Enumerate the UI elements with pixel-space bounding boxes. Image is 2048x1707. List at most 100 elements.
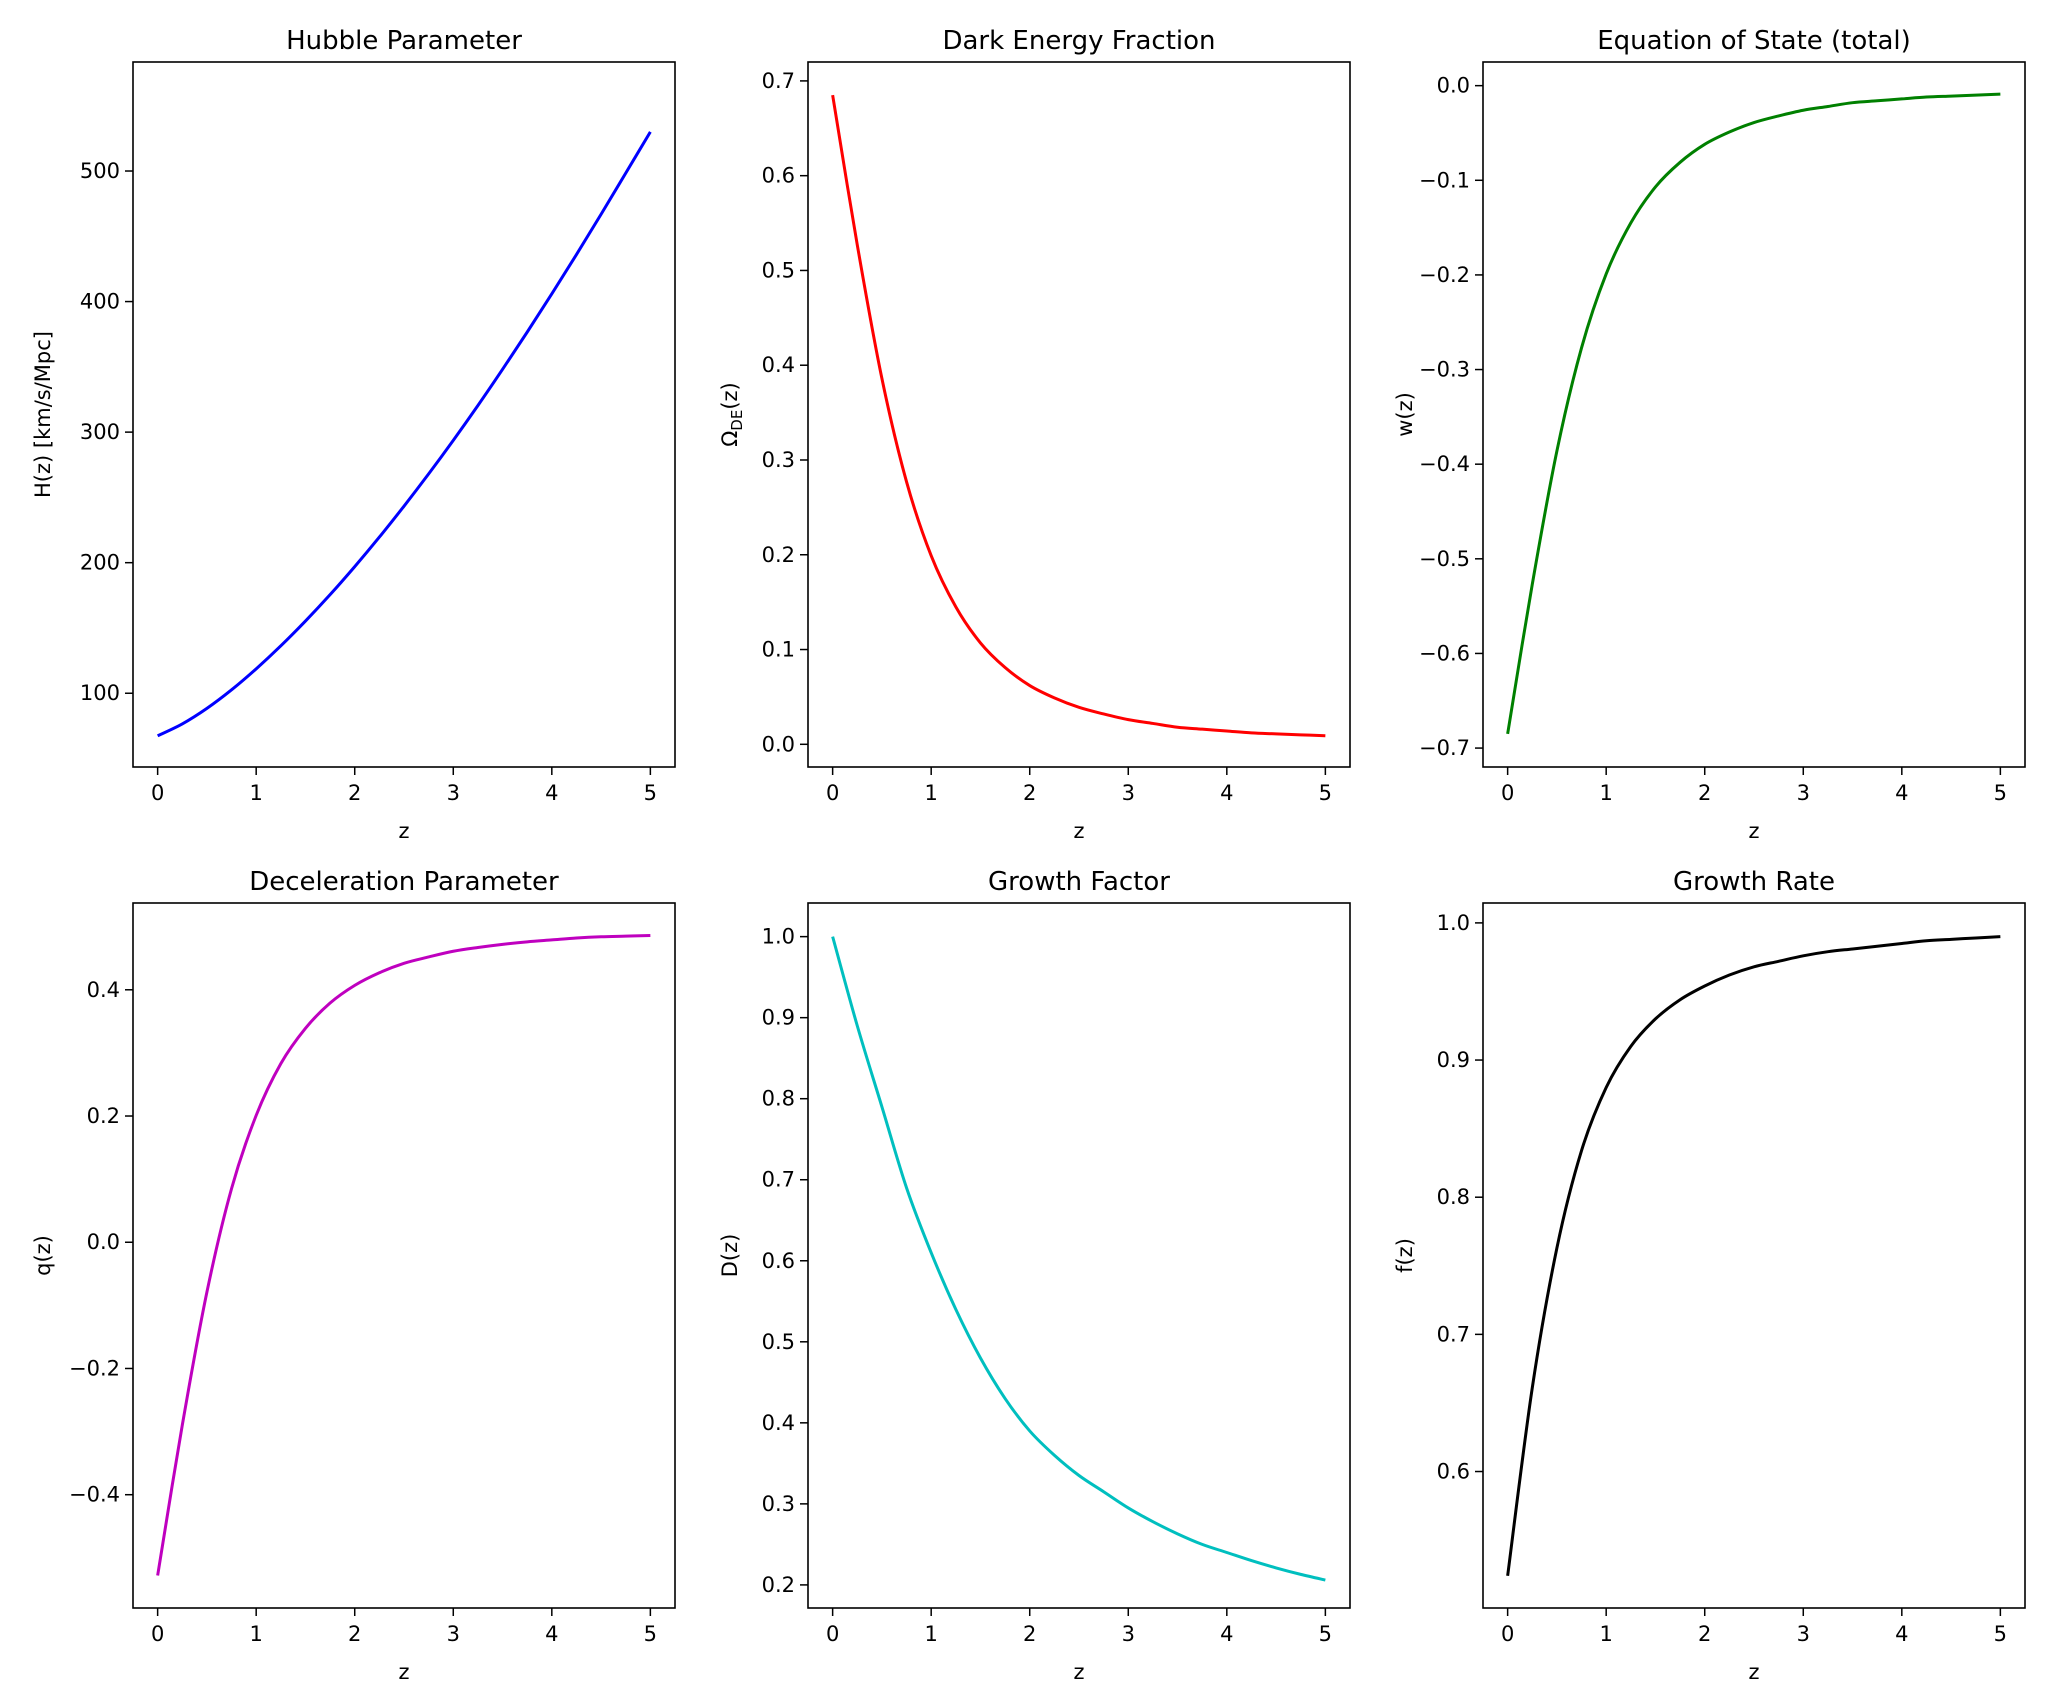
x-tick-label: 4 bbox=[1220, 1622, 1233, 1646]
x-tick-label: 4 bbox=[545, 781, 558, 805]
chart-title: Growth Factor bbox=[988, 867, 1170, 897]
chart-title: Dark Energy Fraction bbox=[942, 26, 1215, 56]
y-tick-label: 0.5 bbox=[762, 258, 795, 282]
subplot-2: 0 1 2 3 4 5 0.0 0.1 0.2 0.3 0.4 0.5 0.6 0.7 Dark Energ… bbox=[718, 26, 1351, 843]
series-line-1 bbox=[1506, 92, 2001, 735]
x-tick-label: 4 bbox=[1895, 781, 1908, 805]
series-line-1 bbox=[831, 94, 1326, 738]
series-line-1 bbox=[156, 131, 652, 738]
chart-title: Equation of State (total) bbox=[1597, 26, 1911, 56]
y-tick-label: 0.3 bbox=[762, 448, 795, 472]
y-tick-label: 0.1 bbox=[762, 638, 795, 662]
y-tick-label: 0.4 bbox=[762, 353, 795, 377]
y-tick-label: 0.9 bbox=[1437, 1048, 1470, 1072]
y-tick-label: 0.6 bbox=[762, 164, 795, 188]
y-tick-label: 0.5 bbox=[762, 1330, 795, 1354]
y-axis-label: f(z) bbox=[1393, 1238, 1417, 1273]
axes-frame bbox=[132, 61, 676, 768]
x-tick-label: 2 bbox=[1023, 1622, 1036, 1646]
subplot-1: 0 1 2 3 4 5 100 200 300 400 500 Hubble Parameter z H(… bbox=[31, 26, 676, 843]
y-tick-label: −0.3 bbox=[1419, 358, 1470, 382]
x-tick-label: 0 bbox=[826, 1622, 839, 1646]
x-tick-label: 1 bbox=[1599, 1622, 1612, 1646]
x-axis-label: z bbox=[398, 819, 409, 843]
y-tick-label: 0.7 bbox=[1437, 1322, 1470, 1346]
series-line-1 bbox=[1506, 935, 2001, 1576]
x-tick-label: 3 bbox=[1797, 1622, 1810, 1646]
x-tick-label: 0 bbox=[1501, 781, 1514, 805]
series-line-1 bbox=[831, 936, 1326, 1582]
y-tick-label: 1.0 bbox=[1437, 911, 1470, 935]
x-tick-label: 3 bbox=[447, 1622, 460, 1646]
y-axis-label: w(z) bbox=[1393, 392, 1417, 437]
y-tick-label: 0.2 bbox=[87, 1104, 120, 1128]
y-tick-label: 0.3 bbox=[762, 1492, 795, 1516]
y-tick-label: 0.4 bbox=[87, 978, 120, 1002]
x-tick-label: 1 bbox=[924, 781, 937, 805]
y-tick-label: 0.4 bbox=[762, 1411, 795, 1435]
subplot-5: 0 1 2 3 4 5 0.2 0.3 0.4 0.5 0.6 0.7 0.8 0.9 1.0 Growth … bbox=[718, 867, 1351, 1684]
x-tick-label: 1 bbox=[249, 781, 262, 805]
x-tick-label: 0 bbox=[151, 1622, 164, 1646]
x-tick-label: 5 bbox=[644, 1622, 657, 1646]
y-tick-label: 0.0 bbox=[1437, 74, 1470, 98]
axes-frame bbox=[807, 902, 1351, 1609]
x-tick-label: 1 bbox=[249, 1622, 262, 1646]
y-tick-label: −0.5 bbox=[1419, 547, 1470, 571]
y-axis-label: ΩDE(z) bbox=[718, 382, 746, 447]
x-tick-label: 3 bbox=[1797, 781, 1810, 805]
x-axis-label: z bbox=[1073, 1660, 1084, 1684]
y-tick-label: 500 bbox=[80, 159, 120, 183]
x-axis-label: z bbox=[1073, 819, 1084, 843]
y-tick-label: −0.4 bbox=[69, 1483, 120, 1507]
y-axis-label: q(z) bbox=[31, 1235, 55, 1276]
y-tick-label: 0.0 bbox=[762, 732, 795, 756]
y-tick-label: −0.4 bbox=[1419, 452, 1470, 476]
x-tick-label: 2 bbox=[1698, 1622, 1711, 1646]
subplot-6: 0 1 2 3 4 5 0.6 0.7 0.8 0.9 1.0 Growth Rate z f(z) bbox=[1393, 867, 2026, 1684]
axes-frame bbox=[1482, 902, 2026, 1609]
y-tick-label: 100 bbox=[80, 681, 120, 705]
y-tick-label: −0.2 bbox=[1419, 263, 1470, 287]
y-tick-label: 0.6 bbox=[762, 1249, 795, 1273]
y-tick-label: −0.1 bbox=[1419, 168, 1470, 192]
chart-title: Hubble Parameter bbox=[286, 26, 522, 56]
x-axis-label: z bbox=[1748, 819, 1759, 843]
x-tick-label: 1 bbox=[1599, 781, 1612, 805]
y-axis-label: D(z) bbox=[718, 1234, 742, 1278]
y-tick-label: −0.7 bbox=[1419, 736, 1470, 760]
x-tick-label: 1 bbox=[924, 1622, 937, 1646]
x-tick-label: 5 bbox=[1994, 781, 2007, 805]
y-tick-label: −0.2 bbox=[69, 1356, 120, 1380]
x-tick-label: 5 bbox=[644, 781, 657, 805]
y-tick-label: 300 bbox=[80, 420, 120, 444]
x-tick-label: 2 bbox=[1023, 781, 1036, 805]
x-tick-label: 5 bbox=[1319, 1622, 1332, 1646]
chart-title: Deceleration Parameter bbox=[249, 867, 559, 897]
y-tick-label: 400 bbox=[80, 290, 120, 314]
chart-title: Growth Rate bbox=[1673, 867, 1835, 897]
x-tick-label: 3 bbox=[1122, 781, 1135, 805]
y-tick-label: −0.6 bbox=[1419, 641, 1470, 665]
x-tick-label: 4 bbox=[545, 1622, 558, 1646]
x-tick-label: 2 bbox=[348, 1622, 361, 1646]
y-tick-label: 0.8 bbox=[762, 1087, 795, 1111]
x-tick-label: 2 bbox=[1698, 781, 1711, 805]
y-axis-label: H(z) [km/s/Mpc] bbox=[31, 331, 55, 498]
axes-frame bbox=[807, 61, 1351, 768]
y-tick-label: 0.7 bbox=[762, 69, 795, 93]
axes-frame bbox=[1482, 61, 2026, 768]
y-axis-label-subscript: DE bbox=[728, 410, 746, 431]
x-tick-label: 3 bbox=[447, 781, 460, 805]
x-tick-label: 5 bbox=[1994, 1622, 2007, 1646]
x-tick-label: 4 bbox=[1895, 1622, 1908, 1646]
y-tick-label: 200 bbox=[80, 551, 120, 575]
y-tick-label: 0.8 bbox=[1437, 1185, 1470, 1209]
y-tick-label: 0.9 bbox=[762, 1006, 795, 1030]
x-axis-label: z bbox=[398, 1660, 409, 1684]
y-axis-label-tail: (z) bbox=[718, 382, 742, 409]
x-axis-label: z bbox=[1748, 1660, 1759, 1684]
y-tick-label: 0.0 bbox=[87, 1230, 120, 1254]
subplot-3: 0 1 2 3 4 5 0.0 −0.1 −0.2 −0.3 −0.4 −0.5 −0.6 −0.7 Equ… bbox=[1393, 26, 2026, 843]
